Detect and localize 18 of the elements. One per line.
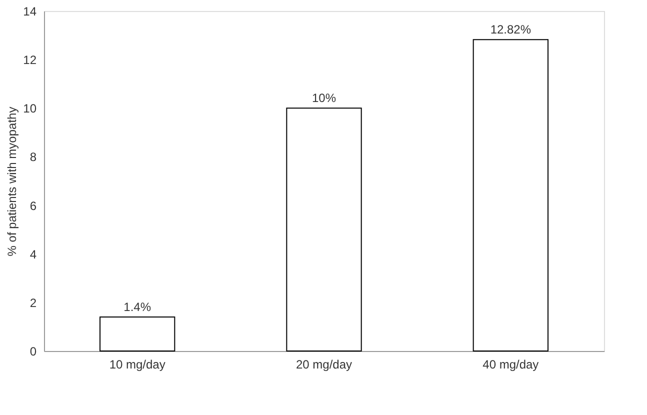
y-tick-label: 0: [30, 344, 37, 358]
bar: [472, 39, 548, 352]
data-label: 10%: [312, 91, 336, 106]
x-tick-label: 20 mg/day: [296, 358, 352, 372]
bar: [100, 316, 176, 352]
y-tick-label: 2: [30, 296, 37, 310]
x-tick-label: 40 mg/day: [482, 358, 539, 372]
data-label: 12.82%: [490, 22, 532, 37]
y-tick-label: 6: [30, 198, 37, 213]
y-axis-title: % of patients with myopathy: [5, 106, 20, 256]
data-label: 1.4%: [124, 300, 152, 314]
y-tick-label: 8: [30, 150, 37, 164]
y-tick-label: 10: [23, 102, 37, 116]
x-tick-label: 10 mg/day: [109, 358, 166, 372]
y-tick-label: 4: [30, 247, 37, 262]
y-tick-label: 14: [23, 4, 37, 18]
y-tick-label: 12: [23, 53, 37, 68]
bar: [286, 108, 362, 352]
